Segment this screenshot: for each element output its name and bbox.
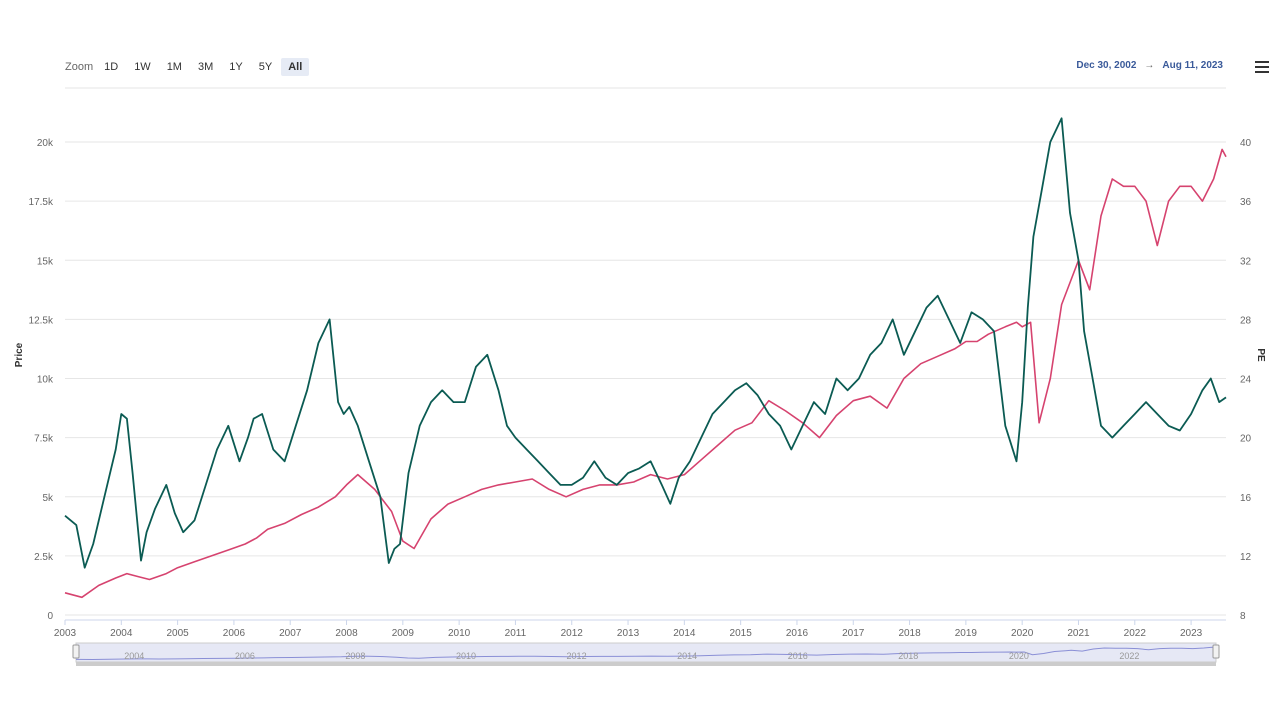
x-tick: 2023 (1180, 628, 1203, 639)
x-tick: 2017 (842, 628, 865, 639)
x-tick: 2007 (279, 628, 302, 639)
zoom-button-1d[interactable]: 1D (104, 61, 119, 73)
zoom-bar: Zoom 1D 1W 1M 3M 1Y 5Y All (65, 58, 311, 76)
navigator-scrollbar[interactable] (76, 662, 1216, 666)
y-tick-right: 24 (1240, 375, 1252, 386)
navigator-tick: 2014 (677, 651, 697, 661)
series-line-price (64, 117, 1227, 569)
navigator-tick: 2018 (898, 651, 918, 661)
zoom-button-1y[interactable]: 1Y (229, 61, 243, 73)
navigator-handle-left[interactable] (72, 644, 80, 659)
y-tick-left: 5k (42, 493, 54, 504)
y-tick-right: 36 (1240, 197, 1252, 208)
x-tick: 2005 (166, 628, 189, 639)
navigator-tick: 2022 (1119, 651, 1139, 661)
y-axis-title-left: Price (14, 342, 25, 367)
x-tick: 2008 (335, 628, 358, 639)
y-tick-right: 12 (1240, 552, 1252, 563)
x-tick: 2011 (505, 628, 527, 639)
y-tick-left: 10k (37, 375, 54, 386)
x-tick: 2004 (110, 628, 133, 639)
navigator-tick: 2010 (456, 651, 476, 661)
x-tick: 2009 (392, 628, 415, 639)
navigator-tick: 2006 (235, 651, 255, 661)
y-tick-left: 12.5k (29, 315, 54, 326)
y-tick-right: 40 (1240, 138, 1252, 149)
x-tick: 2015 (730, 628, 753, 639)
y-axis-title-right: PE (1255, 348, 1266, 362)
x-tick: 2012 (561, 628, 584, 639)
series-line-pe (64, 148, 1227, 599)
y-tick-right: 28 (1240, 315, 1252, 326)
y-tick-left: 0 (47, 611, 53, 622)
navigator-tick: 2012 (567, 651, 587, 661)
x-tick: 2006 (223, 628, 246, 639)
range-from[interactable]: Dec 30, 2002 (1076, 60, 1137, 71)
zoom-button-3m[interactable]: 3M (197, 61, 214, 73)
zoom-button-1w[interactable]: 1W (134, 61, 151, 73)
x-tick: 2022 (1124, 628, 1147, 639)
x-tick: 2018 (898, 628, 921, 639)
x-tick: 2014 (673, 628, 696, 639)
x-tick: 2013 (617, 628, 640, 639)
range-arrow-icon: → (1144, 60, 1155, 71)
zoom-button-5y[interactable]: 5Y (258, 61, 273, 73)
zoom-label: Zoom (65, 61, 94, 73)
y-tick-right: 32 (1240, 256, 1252, 267)
y-tick-left: 20k (37, 138, 54, 149)
x-tick: 2021 (1067, 628, 1090, 639)
y-tick-left: 7.5k (34, 434, 54, 445)
hamburger-menu-icon[interactable] (1255, 61, 1269, 73)
navigator-tick: 2020 (1009, 651, 1029, 661)
y-tick-right: 20 (1240, 434, 1252, 445)
y-tick-left: 15k (37, 256, 54, 267)
x-tick: 2003 (54, 628, 77, 639)
range-to[interactable]: Aug 11, 2023 (1162, 60, 1223, 71)
y-tick-left: 17.5k (29, 197, 54, 208)
x-tick: 2010 (448, 628, 471, 639)
y-tick-left: 2.5k (34, 552, 54, 563)
navigator-handle-right[interactable] (1212, 644, 1220, 659)
navigator-tick: 2008 (345, 651, 365, 661)
navigator-series (75, 646, 1217, 661)
date-range: Dec 30, 2002 → Aug 11, 2023 (1076, 60, 1223, 71)
navigator-tick: 2016 (788, 651, 808, 661)
x-tick: 2020 (1011, 628, 1034, 639)
zoom-button-1m[interactable]: 1M (166, 61, 182, 73)
x-tick: 2016 (786, 628, 809, 639)
y-tick-right: 8 (1240, 611, 1246, 622)
y-tick-right: 16 (1240, 493, 1252, 504)
zoom-button-all[interactable]: All (281, 58, 310, 76)
x-tick: 2019 (955, 628, 978, 639)
navigator-tick: 2004 (124, 651, 144, 661)
